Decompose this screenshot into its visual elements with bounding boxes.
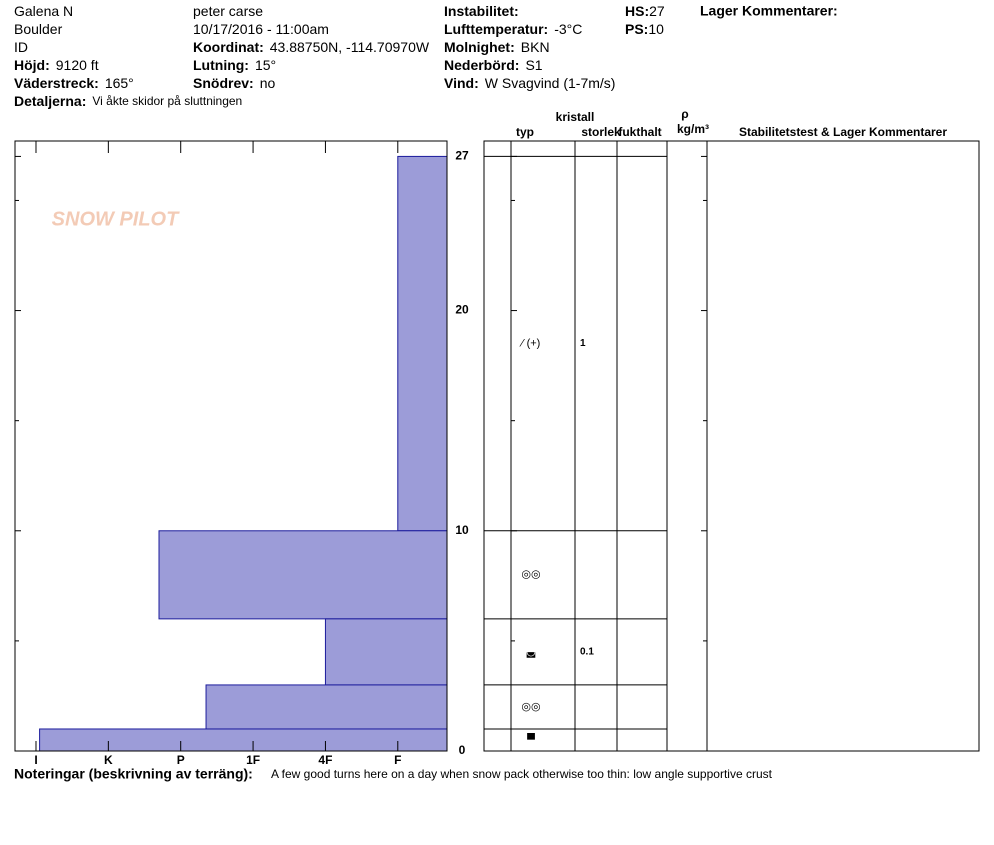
column-header: storlek: [581, 125, 621, 139]
field-value: -3°C: [554, 21, 582, 37]
plot-frame: [14, 140, 448, 752]
field: Molnighet: BKN: [444, 39, 550, 55]
field: Instabilitet:: [444, 3, 519, 19]
field-label: Molnighet:: [444, 39, 515, 55]
column-header: typ: [516, 125, 534, 139]
notes-text: A few good turns here on a day when snow…: [271, 767, 773, 781]
field-label: Vind:: [444, 75, 479, 91]
field-label: Detaljerna:: [14, 93, 86, 109]
field: Vind: W Svagvind (1-7m/s): [444, 75, 615, 91]
grain-type: ⁄ (+): [519, 338, 541, 350]
field-value: peter carse: [193, 3, 263, 19]
field: Lutning: 15°: [193, 57, 276, 73]
field-value: ID: [14, 39, 28, 55]
field-value: 43.88750N, -114.70970W: [270, 39, 430, 55]
field-label: Väderstreck:: [14, 75, 99, 91]
x-tick-label: I: [34, 753, 37, 767]
y-tick-label: 10: [455, 523, 469, 537]
grain-size: 0.1: [580, 647, 594, 658]
field-label: Snödrev:: [193, 75, 254, 91]
field: peter carse: [193, 3, 263, 19]
header: Galena N Boulder ID Höjd: 9120 ft Väderstreck…: [14, 3, 665, 109]
field-label: Lufttemperatur:: [444, 21, 548, 37]
field-value: 27: [649, 3, 665, 19]
field: Lufttemperatur: -3°C: [444, 21, 582, 37]
field-label: PS:: [625, 21, 648, 37]
field-value: 15°: [255, 57, 276, 73]
field-label: HS:: [625, 3, 649, 19]
field: HS:27: [625, 3, 665, 19]
field: Boulder: [14, 21, 63, 37]
field-label: Instabilitet:: [444, 3, 519, 19]
field-value: 10: [648, 21, 664, 37]
logo: SNOW PILOT: [52, 208, 180, 230]
field: Koordinat: 43.88750N, -114.70970W: [193, 39, 430, 55]
field: PS:10: [625, 21, 664, 37]
field: Snödrev: no: [193, 75, 275, 91]
y-tick-label: 0: [459, 743, 466, 757]
grain-size: 1: [580, 338, 586, 349]
field-label: Koordinat:: [193, 39, 264, 55]
y-tick-label: 27: [455, 149, 469, 163]
field-label: Höjd:: [14, 57, 50, 73]
field: ID: [14, 39, 28, 55]
comments-title: Lager Kommentarer:: [700, 3, 838, 19]
field: Detaljerna: Vi åkte skidor på sluttningen: [14, 93, 242, 109]
field-value: 165°: [105, 75, 134, 91]
column-header: Stabilitetstest & Lager Kommentarer: [739, 125, 947, 139]
table-frame: [483, 140, 980, 752]
x-tick-label: 1F: [246, 753, 260, 767]
column-header: ρ: [681, 107, 688, 121]
field: Galena N: [14, 3, 73, 19]
field-value: Boulder: [14, 21, 63, 37]
x-tick-label: P: [177, 753, 185, 767]
grain-type: ◎◎: [521, 701, 540, 713]
grain-type: ◎◎: [521, 569, 540, 581]
hardness-bar: [39, 728, 448, 752]
hardness-bar: [397, 155, 448, 532]
grain-type: ◛: [526, 646, 537, 658]
hardness-bar: [158, 530, 448, 620]
x-tick-label: F: [394, 753, 401, 767]
field-value: no: [260, 75, 276, 91]
field-value: W Svagvind (1-7m/s): [485, 75, 616, 91]
field: Höjd: 9120 ft: [14, 57, 99, 73]
field-value: 9120 ft: [56, 57, 99, 73]
field: Väderstreck: 165°: [14, 75, 134, 91]
field-value: BKN: [521, 39, 550, 55]
field: Nederbörd: S1: [444, 57, 543, 73]
hardness-bar: [205, 684, 448, 730]
y-tick-label: 20: [455, 303, 469, 317]
column-header: fukthalt: [618, 125, 661, 139]
grain-type: ▀: [527, 732, 535, 746]
hardness-bar: [324, 618, 448, 686]
field-value: 10/17/2016 - 11:00am: [193, 21, 329, 37]
column-header: kg/m³: [677, 122, 709, 136]
notes-label: Noteringar (beskrivning av terräng):: [14, 766, 253, 782]
column-header: kristall: [556, 110, 595, 124]
field-label: Nederbörd:: [444, 57, 519, 73]
field-label: Lutning:: [193, 57, 249, 73]
x-tick-label: 4F: [318, 753, 332, 767]
x-tick-label: K: [104, 753, 113, 767]
field-value: S1: [525, 57, 542, 73]
field-value: Galena N: [14, 3, 73, 19]
field-value: Vi åkte skidor på sluttningen: [92, 94, 242, 108]
field: 10/17/2016 - 11:00am: [193, 21, 329, 37]
